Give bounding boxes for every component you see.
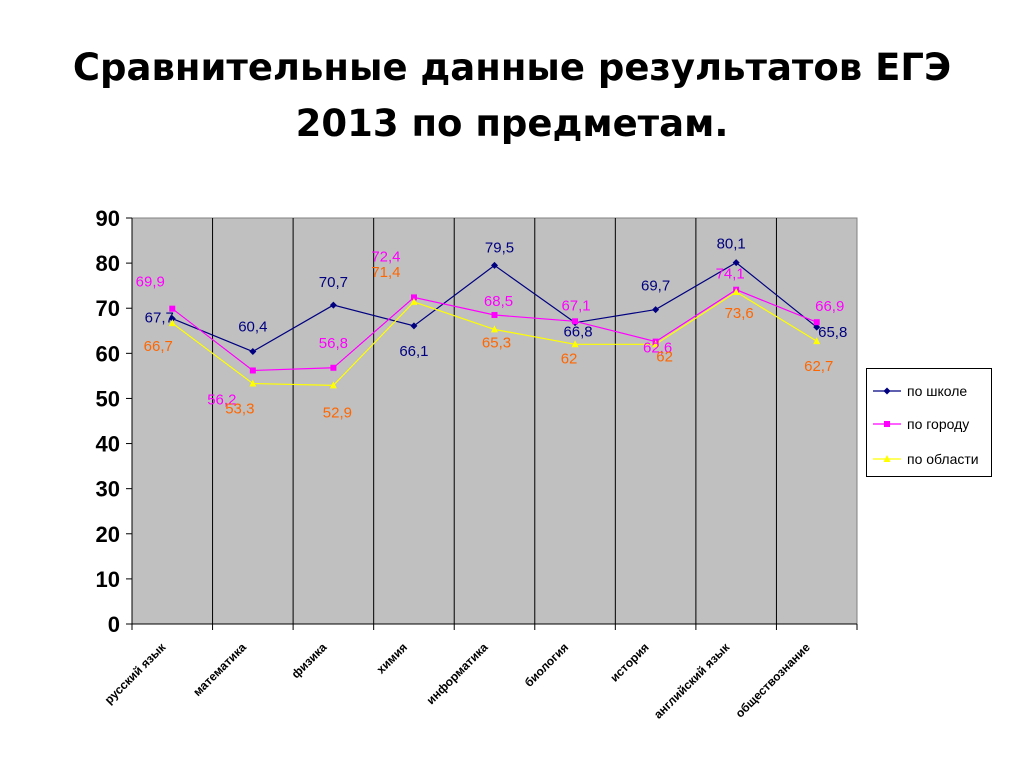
data-label-city: 66,9 <box>815 298 844 315</box>
data-label-school: 66,8 <box>563 324 592 341</box>
y-tick-label: 10 <box>96 567 120 592</box>
slide-title-line2: 2013 по предметам. <box>295 102 729 145</box>
data-label-school: 66,1 <box>399 343 428 360</box>
legend-school-swatch <box>873 387 901 395</box>
data-label-school: 67,7 <box>145 310 174 327</box>
data-label-school: 65,8 <box>818 324 847 341</box>
y-tick-label: 30 <box>96 477 120 502</box>
point-city <box>169 305 176 312</box>
data-label-city: 72,4 <box>371 248 400 265</box>
data-label-school: 69,7 <box>641 278 670 295</box>
x-tick-label: биология <box>522 640 571 689</box>
point-school <box>249 348 257 356</box>
x-tick-label: история <box>607 640 651 684</box>
data-label-school: 70,7 <box>319 274 348 291</box>
data-label-school: 79,5 <box>485 239 514 256</box>
x-tick-label: английский язык <box>651 640 733 722</box>
point-region <box>329 381 337 389</box>
point-region <box>652 340 660 348</box>
data-label-city: 67,1 <box>561 297 590 314</box>
y-tick-label: 90 <box>96 206 120 231</box>
legend-item-school: по школе <box>867 381 991 401</box>
data-label-region: 71,4 <box>371 264 400 281</box>
point-school <box>168 315 176 323</box>
x-tick-label: обществознание <box>733 640 813 720</box>
point-city <box>249 367 256 374</box>
point-region <box>249 379 257 387</box>
point-region <box>491 325 498 333</box>
chart-legend: по школе по городу по области <box>866 368 992 477</box>
point-city <box>330 364 337 371</box>
point-school <box>813 323 821 331</box>
point-city <box>813 319 820 326</box>
data-label-school: 80,1 <box>717 236 746 253</box>
data-label-school: 60,4 <box>238 319 267 336</box>
data-label-region: 65,3 <box>482 334 511 351</box>
legend-region-swatch <box>873 455 901 462</box>
point-city <box>491 311 498 318</box>
x-tick-label: химия <box>374 640 410 676</box>
y-tick-label: 40 <box>96 432 120 457</box>
point-school <box>410 322 418 330</box>
y-tick-label: 80 <box>96 251 120 276</box>
point-region <box>168 319 176 327</box>
slide-title-line1: Сравнительные данные результатов ЕГЭ <box>72 46 952 89</box>
data-label-city: 68,5 <box>484 293 513 310</box>
data-label-region: 66,7 <box>144 338 173 355</box>
y-tick-label: 50 <box>96 386 120 411</box>
point-city <box>410 294 417 301</box>
data-label-city: 74,1 <box>716 266 745 283</box>
point-school <box>329 301 337 309</box>
point-city <box>572 318 579 325</box>
data-label-region: 73,6 <box>725 305 754 322</box>
data-label-city: 62,6 <box>643 340 672 357</box>
legend-item-region: по области <box>867 449 991 469</box>
x-tick-label: физика <box>289 640 330 681</box>
point-region <box>571 340 579 348</box>
point-region <box>732 287 740 295</box>
data-label-region: 52,9 <box>323 404 352 421</box>
data-label-region: 53,3 <box>225 401 254 418</box>
data-label-city: 56,2 <box>207 391 236 408</box>
legend-item-city: по городу <box>867 414 991 434</box>
x-tick-label: русский язык <box>102 640 169 707</box>
point-school <box>652 306 660 314</box>
point-school <box>732 259 740 267</box>
data-label-city: 56,8 <box>319 335 348 352</box>
y-tick-label: 60 <box>96 341 120 366</box>
legend-region-label: по области <box>907 451 979 467</box>
plot-area <box>131 217 858 625</box>
data-label-region: 62,7 <box>804 358 833 375</box>
y-tick-label: 20 <box>96 522 120 547</box>
legend-school-label: по школе <box>907 383 968 399</box>
data-label-city: 69,9 <box>136 274 165 291</box>
x-tick-label: математика <box>190 640 249 699</box>
data-label-region: 62 <box>656 348 673 365</box>
point-region <box>813 337 821 345</box>
point-region <box>410 297 418 305</box>
x-tick-label: информатика <box>424 640 491 707</box>
legend-city-label: по городу <box>907 416 970 432</box>
legend-city-swatch <box>873 421 901 427</box>
slide-title: Сравнительные данные результатов ЕГЭ 201… <box>60 40 964 152</box>
y-tick-label: 0 <box>108 612 120 637</box>
point-school <box>491 261 498 269</box>
data-label-region: 62 <box>561 350 578 367</box>
y-tick-label: 70 <box>96 296 120 321</box>
